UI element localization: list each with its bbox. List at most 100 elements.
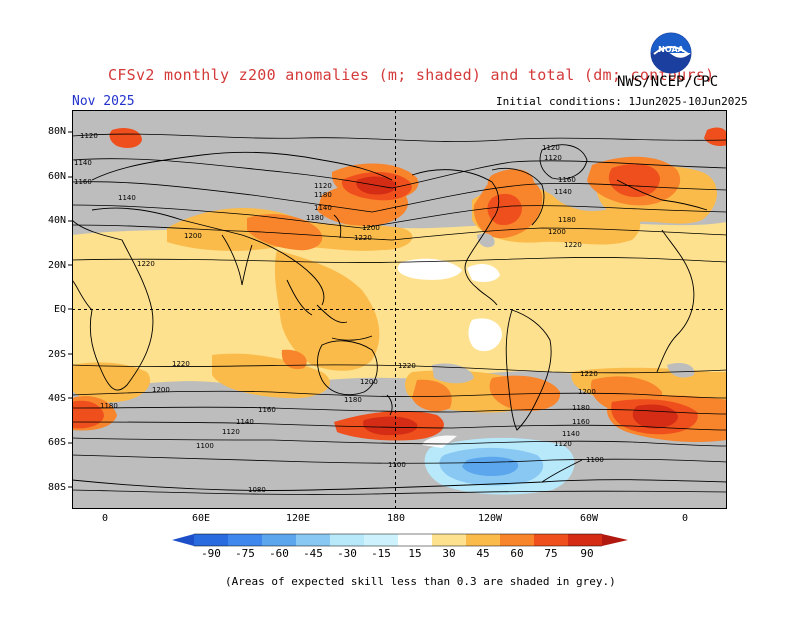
colorbar-swatch: [194, 534, 228, 546]
lat-label: 80N: [47, 126, 66, 137]
colorbar-label: -90: [201, 547, 221, 560]
forecast-month: Nov 2025: [72, 94, 135, 109]
contour-label: 1120: [544, 154, 562, 162]
colorbar-left-arrow: [172, 534, 194, 546]
contour-label: 1100: [196, 442, 214, 450]
contour-label: 1140: [118, 194, 136, 202]
colorbar-label: -75: [235, 547, 255, 560]
contour-label: 1180: [306, 214, 324, 222]
lat-label: 20N: [47, 260, 66, 271]
colorbar-label: 75: [544, 547, 558, 560]
lon-label: 60E: [191, 513, 211, 524]
contour-label: 1180: [558, 216, 576, 224]
contour-label: 1100: [586, 456, 604, 464]
anomaly-pos60-arctic: [109, 128, 142, 148]
lat-ticks: [68, 131, 72, 488]
contour-label: 1140: [74, 159, 92, 167]
contour-label: 1180: [572, 404, 590, 412]
contour-label: 1200: [152, 386, 170, 394]
anomaly-pos30-safrica: [72, 362, 151, 403]
contour-label: 1220: [564, 241, 582, 249]
anomaly-pos45-seurasia: [281, 349, 307, 370]
lat-label: 80S: [47, 482, 66, 493]
org-label: NWS/NCEP/CPC: [617, 74, 719, 90]
contour-label: 1180: [314, 191, 332, 199]
contour-label: 1140: [562, 430, 580, 438]
colorbar-swatch: [330, 534, 364, 546]
contour-label: 1200: [362, 224, 380, 232]
lon-label: 120E: [285, 513, 311, 524]
map-title: CFSv2 monthly z200 anomalies (m; shaded)…: [108, 66, 715, 84]
low-skill-patch-3: [667, 363, 695, 378]
lat-label: 40S: [47, 393, 66, 404]
colorbar-label: -30: [337, 547, 357, 560]
coastlines: [72, 144, 727, 491]
contour-label: 1220: [172, 360, 190, 368]
contour-label: 1160: [572, 418, 590, 426]
contour-label: 1180: [100, 402, 118, 410]
initial-conditions: Initial conditions: 1Jun2025-10Jun2025: [496, 95, 748, 108]
neutral-patch-eqpac: [468, 318, 502, 352]
contour-label: 1220: [137, 260, 155, 268]
lat-label: EQ: [53, 304, 66, 315]
contour-label: 1120: [222, 428, 240, 436]
lat-label: 60S: [47, 437, 66, 448]
contour-label: 1220: [354, 234, 372, 242]
colorbar-label: -15: [371, 547, 391, 560]
anomaly-pos60-natl: [487, 193, 522, 226]
lon-label: 120W: [477, 513, 503, 524]
contour-label: 1120: [542, 144, 560, 152]
contour-label: 1160: [558, 176, 576, 184]
lat-label: 60N: [47, 171, 66, 182]
colorbar-swatch: [296, 534, 330, 546]
colorbar-swatch: [262, 534, 296, 546]
contour-label: 1120: [80, 132, 98, 140]
contour-label-group: 1120 1140 1160 1180 1200 1220 1220 1200 …: [74, 132, 604, 494]
contour-label: 1140: [554, 188, 572, 196]
contour-label: 1200: [184, 232, 202, 240]
contour-label: 1220: [398, 362, 416, 370]
colorbar: [172, 533, 628, 547]
neutral-patch-carib: [397, 258, 462, 280]
colorbar-swatch: [500, 534, 534, 546]
colorbar-swatch: [432, 534, 466, 546]
anomaly-pos45-greenland: [487, 169, 534, 200]
contour-label: 1120: [314, 182, 332, 190]
anomaly-pos75-spac: [363, 416, 418, 436]
colorbar-swatch: [466, 534, 500, 546]
colorbar-swatch: [398, 534, 432, 546]
contour-label: 1140: [236, 418, 254, 426]
contour-lines: [72, 133, 727, 495]
colorbar-right-arrow: [602, 534, 628, 546]
contour-label: 1080: [248, 486, 266, 494]
colorbar-label: 90: [580, 547, 594, 560]
anomaly-map: 1120 1140 1160 1180 1200 1220 1220 1200 …: [72, 110, 727, 509]
contour-label: 1200: [548, 228, 566, 236]
contour-label: 1120: [554, 440, 572, 448]
contour-label: 1140: [314, 204, 332, 212]
contour-label: 1160: [74, 178, 92, 186]
contour-label: 1200: [578, 388, 596, 396]
low-skill-patch-1: [432, 363, 474, 384]
footnote: (Areas of expected skill less than 0.3 a…: [225, 575, 616, 588]
anomaly-pos45-spac: [412, 379, 452, 412]
map-frame: [72, 110, 727, 509]
lon-label: 60W: [579, 513, 599, 524]
logo-text: NOAA: [658, 45, 684, 54]
colorbar-swatch: [568, 534, 602, 546]
anomaly-pos60-europe: [608, 163, 660, 198]
lon-label: 0: [101, 513, 109, 524]
contour-label: 1180: [344, 396, 362, 404]
colorbar-swatch: [534, 534, 568, 546]
colorbar-label: -45: [303, 547, 323, 560]
anomaly-pos45-satl: [489, 375, 561, 412]
colorbar-label: 15: [408, 547, 422, 560]
lat-label: 20S: [47, 349, 66, 360]
contour-label: 1200: [360, 378, 378, 386]
colorbar-label: -60: [269, 547, 289, 560]
colorbar-label: 30: [442, 547, 456, 560]
contour-label: 1160: [258, 406, 276, 414]
colorbar-swatch: [364, 534, 398, 546]
anomaly-pos60-arctic2: [704, 127, 727, 147]
lon-label: 180: [386, 513, 406, 524]
